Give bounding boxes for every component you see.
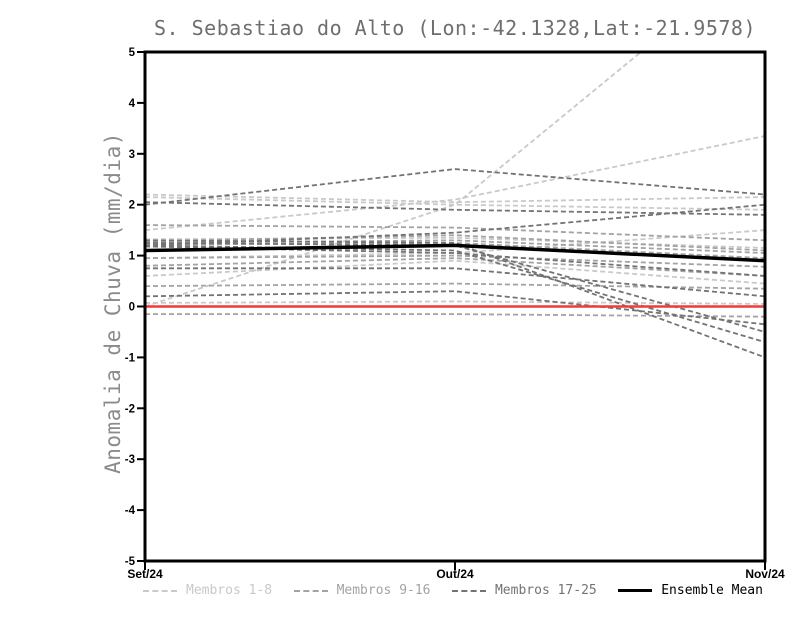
member-line-group-2 [146, 239, 764, 254]
legend-item-ensemble-mean: Ensemble Mean [618, 583, 763, 598]
member-line-group-3 [146, 168, 764, 206]
member-line-group-3 [146, 241, 764, 333]
legend-label-membros-9-16: Membros 9-16 [336, 583, 431, 598]
member-line-group-2 [146, 313, 764, 318]
legend-item-membros-9-16: Membros 9-16 [293, 583, 431, 598]
member-line-group-1 [146, 259, 764, 285]
legend-item-membros-1-8: Membros 1-8 [143, 583, 272, 598]
member-line-group-1 [146, 300, 764, 305]
member-line-group-2 [146, 282, 764, 290]
y-tick-label: -5 [125, 556, 136, 568]
member-line-group-1 [146, 196, 764, 211]
member-line-group-1 [146, 53, 642, 308]
x-tick-label: Out/24 [436, 567, 474, 581]
chart-title: S. Sebastiao do Alto (Lon:-42.1328,Lat:-… [154, 16, 756, 40]
y-tick-label: 3 [129, 149, 135, 161]
member-line-group-2 [146, 257, 764, 277]
dashed-line-swatch-icon [143, 589, 177, 592]
x-tick-label: Set/24 [127, 567, 163, 581]
member-line-group-3 [146, 245, 764, 277]
member-line-group-3 [146, 239, 764, 358]
member-line-group-2 [146, 224, 764, 242]
legend-label-membros-1-8: Membros 1-8 [186, 583, 273, 598]
member-line-group-3 [146, 201, 764, 216]
series-lines [146, 53, 764, 358]
y-tick-label: 0 [129, 302, 135, 314]
legend-label-membros-17-25: Membros 17-25 [494, 583, 597, 598]
dashed-line-swatch-icon [293, 589, 328, 592]
y-tick-label: -1 [125, 352, 136, 364]
member-line-group-2 [146, 234, 764, 252]
y-tick-label: -2 [125, 403, 135, 415]
member-line-group-3 [146, 290, 764, 326]
y-tick-label: -3 [125, 454, 135, 466]
member-line-group-1 [146, 135, 764, 231]
member-line-group-1 [146, 193, 764, 204]
y-tick-label: -4 [125, 505, 136, 517]
legend-item-membros-17-25: Membros 17-25 [451, 583, 597, 598]
member-line-group-2 [146, 241, 764, 259]
x-tick-label: Nov/24 [745, 567, 785, 581]
y-tick-label: 5 [129, 47, 136, 59]
y-tick-label: 1 [129, 251, 136, 263]
legend: Membros 1-8 Membros 9-16 Membros 17-25 E… [143, 583, 763, 598]
member-line-group-3 [146, 244, 764, 343]
legend-label-ensemble-mean: Ensemble Mean [661, 583, 763, 598]
member-line-group-2 [146, 254, 764, 268]
y-tick-label: 2 [129, 200, 135, 212]
ensemble-mean-line [146, 243, 764, 263]
solid-line-swatch-icon [618, 589, 653, 592]
y-tick-label: 4 [129, 98, 136, 110]
dashed-line-swatch-icon [451, 589, 486, 592]
member-line-group-3 [146, 267, 764, 298]
